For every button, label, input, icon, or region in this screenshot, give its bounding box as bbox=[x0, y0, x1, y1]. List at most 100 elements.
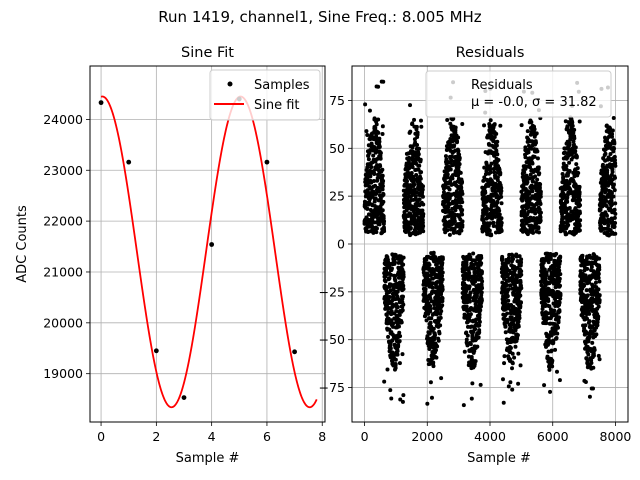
residual-point bbox=[413, 228, 418, 233]
residual-point bbox=[408, 129, 413, 134]
residual-point bbox=[482, 175, 487, 180]
residual-point bbox=[505, 272, 510, 277]
residuals-ticks: 0 2000 4000 6000 8000 −75 −50 −25 0 25 50 75 bbox=[319, 93, 632, 444]
residual-point bbox=[530, 189, 535, 194]
residual-point bbox=[472, 266, 477, 271]
sine-fit-xtick-label: 8 bbox=[318, 429, 326, 444]
residual-point bbox=[445, 172, 450, 177]
residual-point bbox=[511, 257, 516, 262]
residual-point bbox=[452, 226, 457, 231]
residual-point bbox=[611, 194, 616, 199]
residual-point bbox=[533, 174, 538, 179]
residual-point bbox=[452, 143, 457, 148]
residual-point bbox=[477, 312, 482, 317]
residual-point bbox=[562, 202, 567, 207]
residual-point bbox=[495, 175, 500, 180]
residual-point bbox=[386, 334, 391, 339]
residual-point bbox=[513, 344, 518, 349]
residual-point bbox=[457, 162, 462, 167]
residual-point bbox=[610, 202, 615, 207]
residual-point bbox=[494, 143, 499, 148]
residual-point bbox=[440, 296, 445, 301]
residual-point bbox=[431, 250, 436, 255]
residual-point bbox=[519, 123, 524, 128]
residual-point bbox=[499, 228, 504, 233]
residual-point bbox=[577, 190, 582, 195]
residual-point bbox=[397, 313, 402, 318]
residual-point bbox=[380, 124, 385, 129]
residual-point bbox=[382, 379, 387, 384]
residual-point bbox=[455, 139, 460, 144]
residuals-xtick-label: 6000 bbox=[537, 429, 569, 444]
residual-point bbox=[421, 211, 426, 216]
residual-point bbox=[549, 348, 554, 353]
residual-point bbox=[518, 300, 523, 305]
sample-point bbox=[126, 159, 132, 165]
residual-point bbox=[567, 142, 572, 147]
residual-point bbox=[372, 199, 377, 204]
residual-point bbox=[519, 272, 524, 277]
residual-point bbox=[522, 170, 527, 175]
residual-point bbox=[503, 324, 508, 329]
residual-point bbox=[612, 207, 617, 212]
sine-fit-axes: 0 2 4 6 8 19000 20000 21000 22000 23000 24000 Sine… bbox=[15, 45, 326, 466]
residual-point bbox=[472, 349, 477, 354]
residual-point bbox=[502, 354, 507, 359]
residual-point bbox=[438, 323, 443, 328]
residual-point bbox=[509, 315, 514, 320]
residual-point bbox=[511, 253, 516, 258]
residual-point bbox=[538, 182, 543, 187]
residual-point bbox=[438, 315, 443, 320]
residual-point bbox=[533, 211, 538, 216]
residual-point bbox=[537, 171, 542, 176]
residual-point bbox=[425, 401, 430, 406]
residual-point bbox=[464, 330, 469, 335]
residual-point bbox=[388, 388, 393, 393]
residual-point bbox=[401, 286, 406, 291]
residual-point bbox=[580, 253, 585, 258]
residual-point bbox=[456, 135, 461, 140]
residuals-title: Residuals bbox=[456, 45, 525, 61]
residual-point bbox=[469, 396, 474, 401]
residual-point bbox=[363, 102, 368, 107]
sine-fit-ytick-label: 24000 bbox=[43, 112, 83, 127]
residual-point bbox=[428, 304, 433, 309]
residual-point bbox=[590, 340, 595, 345]
residual-point bbox=[505, 318, 510, 323]
residuals-axes: 0 2000 4000 6000 8000 −75 −50 −25 0 25 50 75 Residu… bbox=[319, 45, 632, 466]
residual-point bbox=[554, 251, 559, 256]
residual-point bbox=[460, 219, 465, 224]
residual-point bbox=[479, 298, 484, 303]
residual-point bbox=[393, 278, 398, 283]
residual-point bbox=[400, 352, 405, 357]
residual-point bbox=[380, 187, 385, 192]
residual-point bbox=[421, 229, 426, 234]
residual-point bbox=[495, 199, 500, 204]
residual-point bbox=[378, 150, 383, 155]
sine-fit-xtick-label: 4 bbox=[208, 429, 216, 444]
residual-point bbox=[584, 288, 589, 293]
residual-point bbox=[499, 220, 504, 225]
residual-point bbox=[538, 215, 543, 220]
residual-point bbox=[597, 298, 602, 303]
residual-point bbox=[374, 226, 379, 231]
residual-point bbox=[431, 360, 436, 365]
residual-point bbox=[526, 150, 531, 155]
residual-point bbox=[518, 263, 523, 268]
residual-point bbox=[532, 154, 537, 159]
residual-point bbox=[375, 163, 380, 168]
residual-point bbox=[401, 393, 406, 398]
residual-point bbox=[586, 260, 591, 265]
residual-point bbox=[409, 171, 414, 176]
residual-point bbox=[467, 318, 472, 323]
residual-point bbox=[461, 403, 466, 408]
residual-point bbox=[560, 172, 565, 177]
residual-point bbox=[401, 255, 406, 260]
residual-point bbox=[570, 120, 575, 125]
residual-point bbox=[608, 206, 613, 211]
residual-point bbox=[495, 152, 500, 157]
residual-point bbox=[387, 294, 392, 299]
residual-point bbox=[495, 139, 500, 144]
residual-point bbox=[548, 257, 553, 262]
residual-point bbox=[570, 123, 575, 128]
